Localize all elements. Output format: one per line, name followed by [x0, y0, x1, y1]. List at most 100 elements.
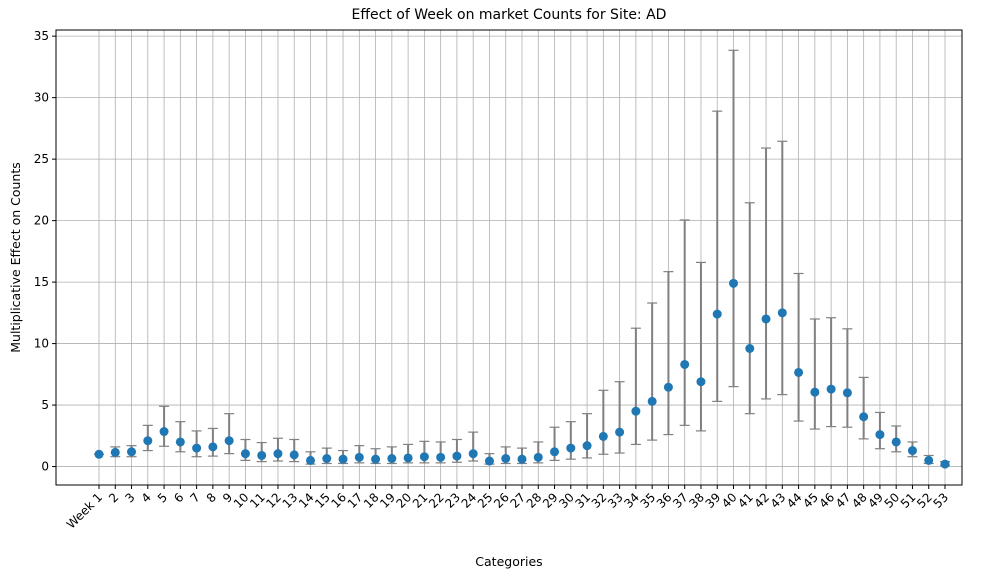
error-bar [582, 413, 593, 459]
x-axis-label: Categories [475, 554, 542, 569]
data-point [501, 454, 511, 464]
x-tick-label: 7 [187, 490, 202, 505]
x-tick-label: 3 [122, 490, 137, 505]
error-bar [175, 421, 186, 453]
data-point [631, 406, 641, 416]
data-point [322, 454, 332, 464]
y-tick-label: 5 [41, 398, 49, 412]
data-point [810, 387, 820, 397]
error-bar [793, 272, 804, 422]
data-point [826, 384, 836, 394]
data-point [663, 382, 673, 392]
data-point [403, 453, 413, 463]
data-point [940, 459, 950, 469]
error-bar [842, 328, 853, 428]
x-tick-label: 5 [155, 490, 170, 505]
data-point [127, 447, 137, 457]
data-point [680, 359, 690, 369]
y-tick-label: 20 [34, 214, 49, 228]
data-point [338, 454, 348, 464]
data-point [761, 314, 771, 324]
data-point [436, 452, 446, 462]
data-point [517, 454, 527, 464]
x-axis-ticks: Week 1 2 3 4 5 6 7 8 910111213141516171819202122… [64, 485, 951, 531]
data-point [745, 344, 755, 353]
data-point [306, 455, 315, 465]
data-point [794, 367, 804, 377]
x-tick-label: 53 [930, 490, 951, 511]
data-point [175, 437, 185, 447]
x-tick-label: 6 [171, 490, 186, 505]
error-bar [598, 389, 609, 455]
data-point [647, 396, 657, 406]
data-point [924, 455, 934, 465]
y-tick-label: 25 [34, 152, 49, 166]
error-bar [858, 376, 869, 440]
data-point [110, 447, 120, 457]
error-bar [679, 219, 690, 426]
data-point [859, 412, 869, 422]
error-bar [663, 271, 674, 436]
data-point [468, 449, 478, 459]
error-bar [695, 261, 706, 432]
data-point [192, 443, 202, 453]
data-point [777, 308, 787, 318]
data-point [615, 427, 625, 437]
x-tick-label: 4 [139, 490, 154, 505]
error-bar [630, 327, 641, 446]
data-point [143, 436, 153, 446]
data-point [712, 309, 722, 319]
error-bar [809, 318, 820, 430]
data-point [419, 452, 429, 462]
error-bar [647, 302, 658, 441]
data-point [550, 447, 560, 457]
data-point [273, 449, 283, 459]
error-bar [614, 381, 625, 454]
data-point [257, 450, 267, 460]
data-point [582, 441, 592, 451]
data-point [289, 450, 299, 460]
chart-title: Effect of Week on market Counts for Site… [352, 7, 667, 23]
data-point [891, 437, 901, 447]
error-bar [777, 140, 788, 396]
error-bar [565, 421, 576, 460]
data-point [452, 451, 462, 461]
data-point [159, 427, 169, 437]
data-point [729, 278, 738, 288]
y-axis-label: Multiplicative Effect on Counts [8, 162, 23, 353]
error-bar [826, 317, 837, 428]
x-tick-label: 8 [204, 490, 219, 505]
x-tick-label: 2 [106, 490, 121, 505]
data-point [533, 452, 543, 462]
y-tick-label: 15 [34, 275, 49, 289]
error-bar [761, 147, 772, 400]
data-point [208, 442, 218, 452]
data-point [354, 452, 364, 462]
data-point [566, 443, 576, 453]
plot-frame [55, 29, 963, 486]
data-point [224, 436, 234, 446]
error-bar [207, 427, 218, 457]
y-tick-label: 0 [41, 460, 49, 474]
y-tick-label: 35 [34, 29, 49, 43]
data-point [240, 449, 250, 459]
error-bar [728, 49, 739, 388]
y-tick-label: 10 [34, 337, 49, 351]
data-points [94, 278, 950, 469]
error-bar [159, 405, 170, 447]
data-point [842, 388, 852, 398]
y-axis-ticks: 0 5 10 15 20 25 30 35 [34, 29, 56, 474]
error-bar [224, 413, 235, 455]
data-point [907, 446, 917, 456]
grid [56, 30, 962, 485]
data-point [371, 454, 381, 464]
data-point [875, 430, 885, 440]
x-tick-label: Week 1 [64, 490, 105, 531]
data-point [94, 449, 104, 459]
data-point [484, 456, 494, 466]
y-tick-label: 30 [34, 91, 49, 105]
data-point [598, 431, 608, 441]
error-bar [712, 110, 723, 402]
data-point [696, 377, 706, 387]
